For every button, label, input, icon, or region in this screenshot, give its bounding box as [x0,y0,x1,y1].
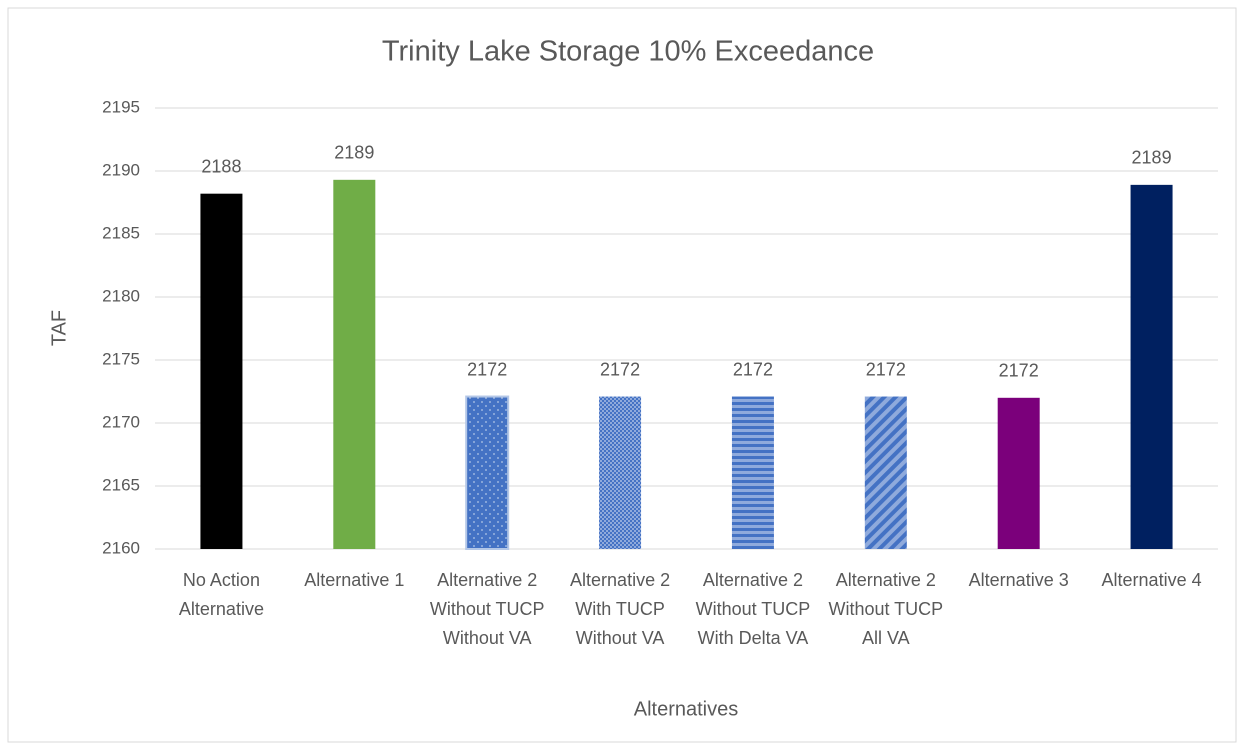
data-label: 2172 [600,359,640,379]
x-tick-label: No Action Alternative [179,570,264,619]
bar [864,396,907,549]
x-tick-label: Alternative 3 [969,570,1069,590]
x-tick-label: Alternative 2 Without TUCP Without VA [430,570,545,648]
data-label: 2172 [866,359,906,379]
y-tick-label: 2170 [102,412,140,431]
grid: 2160 2165 2170 2175 2180 2185 2190 2195 No Actio… [102,97,1218,648]
y-tick-label: 2190 [102,160,140,179]
x-tick-label: Alternative 1 [304,570,404,590]
data-label: 2172 [733,359,773,379]
x-axis-label: Alternatives [634,698,739,720]
y-axis-label: TAF [48,310,70,346]
x-tick-label: Alternative 4 [1102,570,1202,590]
data-label: 2172 [467,359,507,379]
x-tick-label: Alternative 2 With TUCP Without VA [570,570,670,648]
y-tick-label: 2195 [102,97,140,116]
data-label: 2189 [334,143,374,163]
y-tick-label: 2180 [102,286,140,305]
y-tick-label: 2185 [102,223,140,242]
x-tick-label: Alternative 2 Without TUCP With Delta VA [696,570,811,648]
bar [731,396,774,549]
y-tick-label: 2175 [102,349,140,368]
data-label: 2188 [201,156,241,176]
x-tick-label: Alternative 2 Without TUCP All VA [828,570,943,648]
y-tick-label: 2160 [102,538,140,557]
data-label: 2172 [999,361,1039,381]
bar [599,396,642,549]
bar [465,395,510,551]
chart-title: Trinity Lake Storage 10% Exceedance [382,36,874,68]
data-label: 2189 [1132,148,1172,168]
bar [333,179,376,549]
bar [997,397,1040,549]
bar [200,193,243,549]
y-tick-label: 2165 [102,475,140,494]
bars: 2188 2189 2172 2172 2172 2172 2172 2189 [200,143,1173,551]
bar [1130,184,1173,550]
